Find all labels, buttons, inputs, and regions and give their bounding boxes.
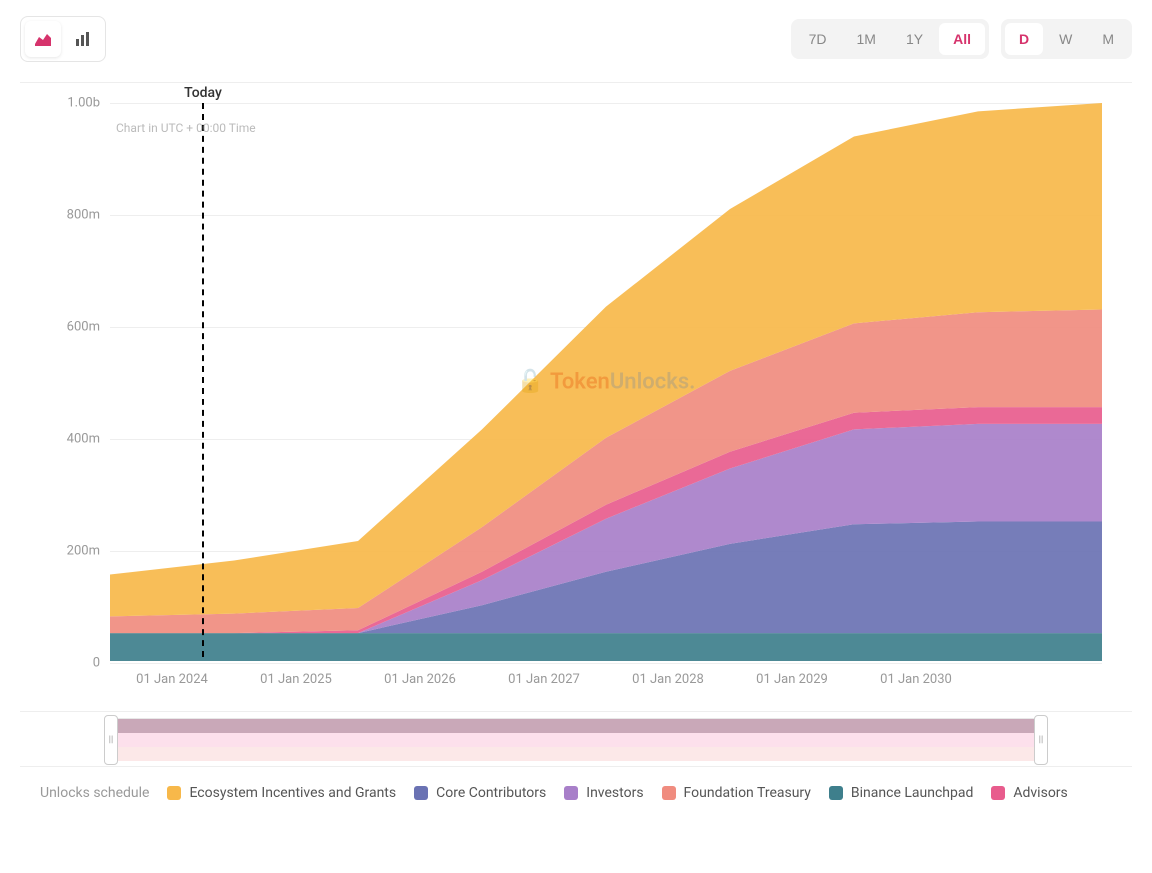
legend-label: Advisors [1013,785,1067,801]
legend-label: Binance Launchpad [851,785,973,801]
lock-icon: 🔓 [517,370,544,395]
period-group: 7D1M1YAll [791,19,989,59]
today-marker-label: Today [184,85,222,101]
x-tick: 01 Jan 2027 [508,672,580,687]
legend-label: Investors [586,785,643,801]
y-tick: 1.00b [20,96,100,111]
legend-swatch [167,786,181,800]
y-tick: 600m [20,320,100,335]
x-tick: 01 Jan 2028 [632,672,704,687]
legend-swatch [564,786,578,800]
y-tick: 400m [20,432,100,447]
navigator-strip [111,747,1041,761]
interval-d[interactable]: D [1005,23,1043,55]
area-chart-icon [33,29,53,49]
legend-swatch [414,786,428,800]
navigator-strip [111,719,1041,733]
legend-item[interactable]: Ecosystem Incentives and Grants [167,785,396,801]
legend-label: Core Contributors [436,785,546,801]
y-tick: 0 [20,656,100,671]
watermark: 🔓 TokenUnlocks. [517,370,696,395]
period-1m[interactable]: 1M [843,23,890,55]
gridline [110,663,1102,664]
navigator-handle-left[interactable]: || [104,715,118,765]
legend-item[interactable]: Core Contributors [414,785,546,801]
legend-item[interactable]: Foundation Treasury [662,785,811,801]
legend-swatch [662,786,676,800]
view-switch [20,16,106,62]
legend-label: Foundation Treasury [684,785,811,801]
x-tick: 01 Jan 2029 [756,672,828,687]
y-tick: 200m [20,544,100,559]
y-tick: 800m [20,208,100,223]
range-controls: 7D1M1YAll DWM [791,19,1132,59]
x-tick: 01 Jan 2026 [384,672,456,687]
legend-item[interactable]: Advisors [991,785,1067,801]
legend-label: Ecosystem Incentives and Grants [189,785,396,801]
x-tick: 01 Jan 2025 [260,672,332,687]
interval-w[interactable]: W [1045,23,1086,55]
bar-chart-icon [73,29,93,49]
toolbar: 7D1M1YAll DWM [20,16,1132,62]
area-view-button[interactable] [25,21,61,57]
navigator-strip [111,733,1041,747]
legend-swatch [991,786,1005,800]
utc-note: Chart in UTC + 00:00 Time [116,121,256,135]
x-tick: 01 Jan 2024 [136,672,208,687]
interval-group: DWM [1001,19,1132,59]
bar-view-button[interactable] [65,21,101,57]
interval-m[interactable]: M [1088,23,1128,55]
chart: 0 200m 400m 600m 800m 1.00b Today Chart in UT… [20,82,1132,712]
period-7d[interactable]: 7D [795,23,841,55]
range-navigator[interactable]: |||| [110,718,1042,760]
legend-swatch [829,786,843,800]
legend-item[interactable]: Binance Launchpad [829,785,973,801]
period-all[interactable]: All [939,23,985,55]
legend-item[interactable]: Investors [564,785,643,801]
period-1y[interactable]: 1Y [892,23,937,55]
navigator-handle-right[interactable]: || [1034,715,1048,765]
app-root: 7D1M1YAll DWM 0 200m 400m 600m 800m 1.00b Tod… [0,0,1152,823]
legend: Unlocks schedule Ecosystem Incentives an… [20,766,1132,807]
legend-title: Unlocks schedule [40,785,149,801]
chart-plot-area: Today Chart in UTC + 00:00 Time 🔓 TokenU… [110,103,1102,661]
x-tick: 01 Jan 2030 [880,672,952,687]
